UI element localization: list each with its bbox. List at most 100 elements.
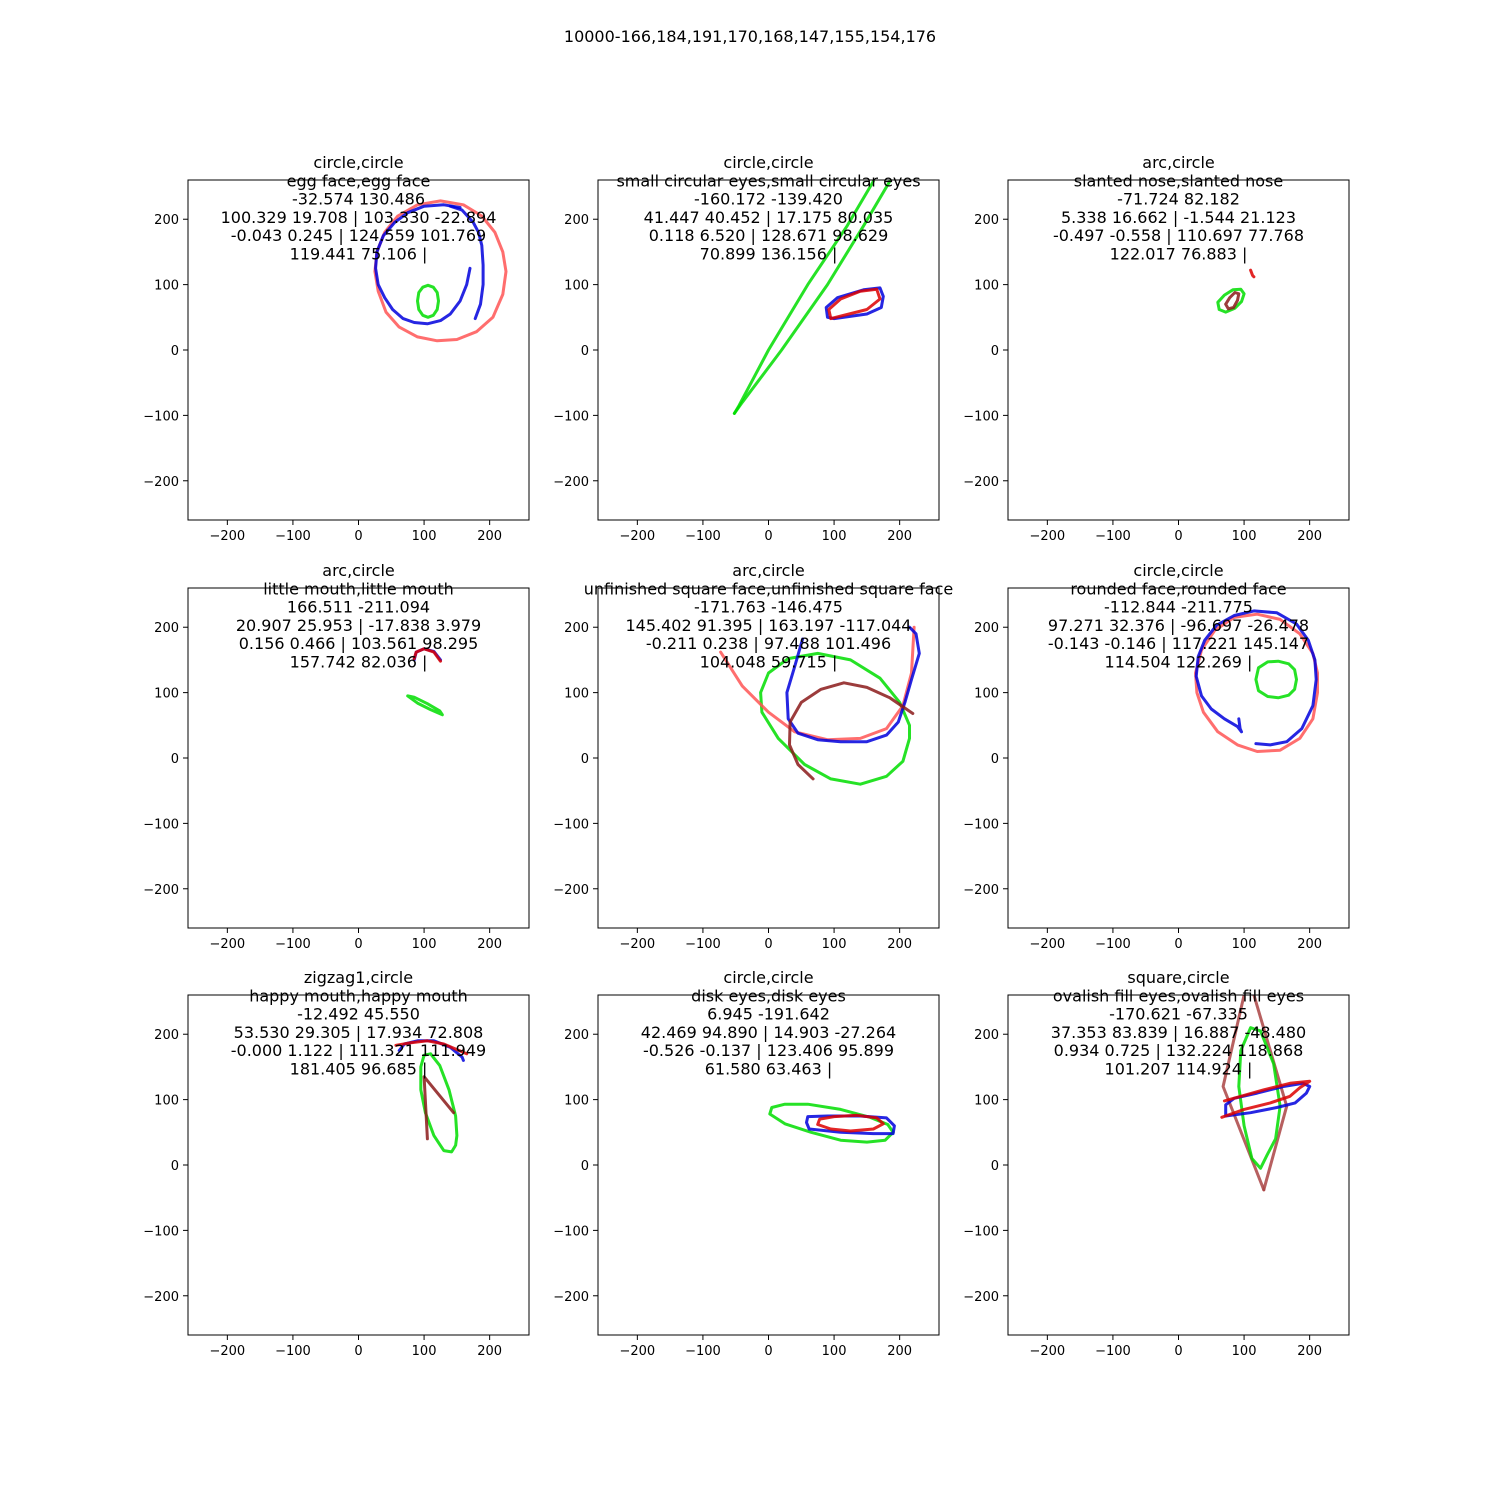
series-stroke-1 [759, 651, 911, 786]
x-tick-label: 0 [1174, 937, 1182, 952]
subplot-title-line: -0.497 -0.558 | 110.697 77.768 [1053, 226, 1304, 245]
subplot-title-line: -170.621 -67.335 [1109, 1005, 1248, 1024]
subplot-title-line: slanted nose,slanted nose [1074, 171, 1283, 190]
subplot-title-line: -112.844 -211.775 [1104, 598, 1253, 617]
x-tick-label: −200 [1029, 529, 1065, 544]
subplot-title-line: 157.742 82.036 | [290, 653, 428, 672]
y-tick-label: 0 [991, 344, 999, 359]
subplot-title-line: -0.526 -0.137 | 123.406 95.899 [643, 1041, 894, 1060]
series-stroke-3 [785, 625, 921, 744]
y-tick-label: −200 [963, 883, 999, 898]
subplot-title-line: 5.338 16.662 | -1.544 21.123 [1061, 208, 1296, 227]
y-tick-label: −100 [963, 409, 999, 424]
x-tick-label: −100 [275, 937, 311, 952]
subplot-title-line: -0.000 1.122 | 111.321 111.949 [231, 1041, 486, 1060]
x-tick-label: 200 [1297, 1344, 1322, 1359]
x-tick-label: 100 [412, 937, 437, 952]
plot-area [373, 199, 508, 343]
y-tick-label: 100 [154, 279, 179, 294]
y-tick-label: 100 [154, 1094, 179, 1109]
x-tick-label: −200 [209, 529, 245, 544]
subplot-title-line: -71.724 82.182 [1117, 190, 1240, 209]
subplot-title-line: circle,circle [723, 153, 813, 172]
subplot-title-line: 53.530 29.305 | 17.934 72.808 [234, 1023, 484, 1042]
subplot-title-line: disk eyes,disk eyes [691, 986, 846, 1005]
x-tick-label: 200 [887, 937, 912, 952]
plot-area [768, 1102, 896, 1144]
y-tick-label: 200 [564, 1028, 589, 1043]
subplot-title-line: 119.441 75.106 | [290, 245, 428, 264]
series-stroke-2 [1194, 609, 1318, 747]
subplot-title-line: small circular eyes,small circular eyes [616, 171, 920, 190]
subplot-5: −200 −100 0 100 200 −200 −100 0 100 200 arc,circle… [553, 561, 953, 952]
y-tick-label: −100 [143, 1224, 179, 1239]
x-tick-label: 200 [1297, 529, 1322, 544]
y-tick-label: −100 [963, 1224, 999, 1239]
subplot-4: −200 −100 0 100 200 −200 −100 0 100 200 arc,circle… [143, 561, 530, 952]
subplot-title-line: -0.143 -0.146 | 117.221 145.147 [1048, 634, 1309, 653]
y-tick-label: 100 [154, 687, 179, 702]
subplot-title-line: arc,circle [732, 561, 804, 580]
subplot-title-line: 101.207 114.924 | [1105, 1060, 1253, 1079]
x-tick-label: 0 [354, 1344, 362, 1359]
y-tick-label: 200 [154, 621, 179, 636]
x-tick-label: 200 [477, 1344, 502, 1359]
y-tick-label: 200 [564, 621, 589, 636]
subplot-title-line: circle,circle [1133, 561, 1223, 580]
subplot-title-line: 6.945 -191.642 [707, 1005, 830, 1024]
subplot-title-line: rounded face,rounded face [1070, 579, 1286, 598]
y-tick-label: −200 [143, 1290, 179, 1305]
series-stroke-4 [416, 283, 440, 319]
subplot-title-line: circle,circle [723, 968, 813, 987]
y-tick-label: 200 [974, 621, 999, 636]
y-tick-label: −200 [553, 883, 589, 898]
subplot-3: −200 −100 0 100 200 −200 −100 0 100 200 arc,circle… [963, 153, 1350, 544]
subplot-title-line: -0.211 0.238 | 97.488 101.496 [646, 634, 891, 653]
subplot-title-line: 70.899 136.156 | [700, 245, 838, 264]
subplot-title-line: ovalish fill eyes,ovalish fill eyes [1053, 986, 1304, 1005]
series-stroke-1 [768, 1102, 895, 1144]
x-tick-label: −200 [209, 1344, 245, 1359]
x-tick-label: −100 [685, 1344, 721, 1359]
subplot-title-line: 122.017 76.883 | [1110, 245, 1248, 264]
y-tick-label: −100 [963, 817, 999, 832]
subplot-title-line: happy mouth,happy mouth [249, 986, 468, 1005]
subplot-title-line: -32.574 130.486 [292, 190, 425, 209]
x-tick-label: 200 [477, 529, 502, 544]
x-tick-label: 0 [354, 529, 362, 544]
figure-suptitle: 10000-166,184,191,170,168,147,155,154,17… [564, 27, 936, 46]
y-tick-label: 0 [581, 1159, 589, 1174]
subplot-2: −200 −100 0 100 200 −200 −100 0 100 200 circle,cir… [553, 153, 940, 544]
subplot-title-line: 166.511 -211.094 [287, 598, 430, 617]
subplot-title-line: circle,circle [313, 153, 403, 172]
y-tick-label: 0 [991, 752, 999, 767]
x-tick-label: −100 [1095, 937, 1131, 952]
plot-area [732, 180, 892, 415]
subplot-title-line: 61.580 63.463 | [705, 1060, 833, 1079]
series-stroke-3 [1249, 268, 1256, 279]
series-stroke-2 [732, 180, 892, 415]
x-tick-label: 0 [764, 529, 772, 544]
subplot-title-line: square,circle [1127, 968, 1229, 987]
y-tick-label: 200 [974, 1028, 999, 1043]
y-tick-label: 100 [974, 279, 999, 294]
subplot-title-line: 41.447 40.452 | 17.175 80.035 [644, 208, 894, 227]
subplot-title-line: arc,circle [1142, 153, 1214, 172]
y-tick-label: 0 [581, 752, 589, 767]
plot-area [719, 625, 921, 786]
series-stroke-3 [1237, 1026, 1282, 1170]
y-tick-label: 100 [564, 1094, 589, 1109]
x-tick-label: 100 [412, 529, 437, 544]
subplot-title-line: -160.172 -139.420 [694, 190, 843, 209]
y-tick-label: 200 [974, 213, 999, 228]
x-tick-label: −100 [685, 937, 721, 952]
y-tick-label: 200 [154, 213, 179, 228]
x-tick-label: −100 [1095, 1344, 1131, 1359]
series-stroke-4 [394, 1039, 469, 1056]
x-tick-label: 100 [822, 1344, 847, 1359]
y-tick-label: 0 [581, 344, 589, 359]
x-tick-label: −200 [619, 1344, 655, 1359]
x-tick-label: −200 [1029, 1344, 1065, 1359]
x-tick-label: 100 [822, 937, 847, 952]
